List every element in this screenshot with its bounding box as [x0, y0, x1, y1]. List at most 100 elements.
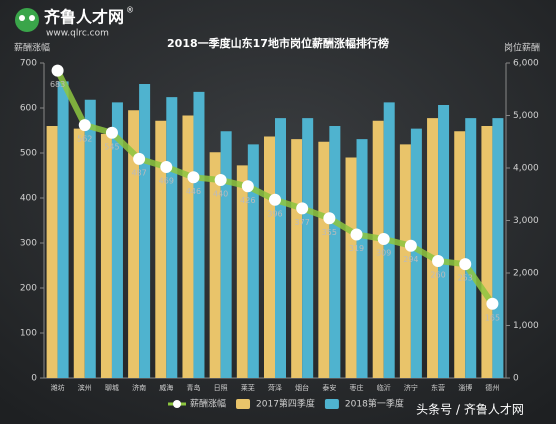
logo-registered: ®	[126, 6, 134, 15]
bar	[410, 128, 422, 378]
legend-point	[173, 400, 181, 408]
point	[350, 228, 363, 241]
bar	[465, 118, 477, 378]
point	[214, 174, 227, 186]
x-tick-label: 东营	[431, 383, 445, 392]
bar	[236, 165, 248, 378]
x-tick-label: 威海	[159, 383, 173, 392]
value-label: 487	[131, 168, 146, 177]
y-tick-label: 400	[20, 194, 37, 204]
bar	[372, 120, 384, 378]
logo-name: 齐鲁人才网	[44, 8, 124, 27]
y2-tick-label: 2,000	[513, 269, 539, 279]
bar	[454, 131, 466, 378]
y-tick-label: 100	[20, 329, 37, 339]
point	[486, 297, 499, 310]
bar	[220, 131, 232, 378]
y-axis-title: 薪酬涨幅	[14, 42, 50, 54]
bar	[166, 97, 178, 378]
point	[323, 212, 336, 225]
bar	[345, 157, 357, 378]
bar	[427, 118, 439, 378]
point	[187, 171, 200, 184]
point	[105, 126, 118, 139]
point	[241, 180, 254, 193]
bar	[275, 118, 286, 378]
bar	[46, 126, 58, 378]
x-tick-label: 潍坊	[51, 383, 65, 392]
y2-tick-label: 0	[513, 374, 519, 384]
y2-tick-label: 4,000	[513, 164, 539, 174]
x-tick-label: 泰安	[322, 383, 336, 392]
bar	[57, 81, 69, 378]
y-tick-label: 500	[20, 149, 37, 159]
y-tick-label: 700	[20, 59, 37, 69]
value-label: 377	[295, 218, 310, 227]
bar	[291, 139, 303, 378]
x-tick-label: 济宁	[404, 383, 418, 392]
value-label: 396	[267, 209, 282, 218]
x-tick-label: 日照	[214, 384, 228, 392]
value-label: 309	[376, 248, 391, 257]
logo: 齐鲁人才网 ® www.qlrc.com	[15, 6, 134, 39]
watermark: 头条号 / 齐鲁人才网	[416, 402, 524, 417]
x-tick-label: 淄博	[458, 383, 472, 392]
value-label: 545	[104, 142, 119, 151]
value-label: 355	[322, 228, 337, 237]
x-tick-label: 烟台	[295, 383, 309, 392]
bar	[438, 105, 450, 378]
legend-label: 2017第四季度	[256, 398, 315, 410]
value-label: 683	[50, 80, 65, 89]
logo-icon	[15, 8, 39, 32]
point	[51, 64, 64, 77]
legend-swatch	[236, 399, 251, 409]
bar	[111, 102, 123, 378]
bar	[139, 84, 151, 378]
bar	[356, 139, 368, 378]
bar	[209, 152, 221, 378]
x-tick-label: 莱芜	[241, 383, 255, 392]
point	[269, 193, 281, 206]
x-tick-label: 枣庄	[350, 383, 364, 392]
y-tick-label: 300	[20, 239, 37, 249]
bar	[481, 126, 493, 378]
point	[160, 160, 173, 173]
x-tick-label: 济南	[132, 383, 146, 392]
x-tick-label: 菏泽	[268, 383, 282, 392]
bar	[329, 126, 341, 378]
value-label: 562	[77, 135, 92, 144]
value-label: 260	[430, 271, 445, 280]
y2-tick-label: 3,000	[513, 216, 539, 226]
y2-tick-label: 1,000	[513, 321, 539, 331]
x-tick-label: 德州	[485, 383, 499, 392]
value-label: 446	[186, 187, 201, 196]
bar	[128, 110, 140, 378]
y2-tick-label: 6,000	[513, 59, 539, 69]
logo-url: www.qlrc.com	[46, 29, 109, 39]
point	[296, 202, 309, 215]
legend-label: 2018第一季度	[345, 398, 404, 410]
bar	[182, 115, 194, 378]
y-tick-label: 200	[20, 284, 37, 294]
value-label: 440	[213, 190, 228, 199]
y2-axis-title: 岗位薪酬	[504, 42, 540, 54]
legend-label: 薪酬涨幅	[190, 398, 226, 410]
point	[133, 152, 146, 165]
point	[459, 258, 472, 271]
value-label: 319	[349, 244, 364, 253]
bar	[264, 136, 275, 378]
x-tick-label: 临沂	[377, 383, 391, 392]
logo-eye	[19, 15, 25, 21]
chart-title: 2018一季度山东17地市岗位薪酬涨幅排行榜	[167, 36, 389, 50]
bar	[492, 118, 504, 378]
bar	[100, 133, 112, 378]
logo-eye	[29, 15, 35, 21]
value-label: 165	[485, 313, 500, 322]
bar	[84, 99, 96, 378]
point	[377, 232, 390, 245]
x-tick-label: 青岛	[186, 383, 200, 392]
point	[78, 119, 91, 132]
bar	[73, 128, 85, 378]
y2-tick-label: 5,000	[513, 111, 539, 121]
